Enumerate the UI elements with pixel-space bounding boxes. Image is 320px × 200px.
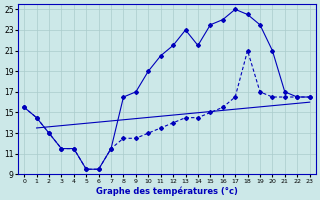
X-axis label: Graphe des températures (°c): Graphe des températures (°c)	[96, 186, 238, 196]
